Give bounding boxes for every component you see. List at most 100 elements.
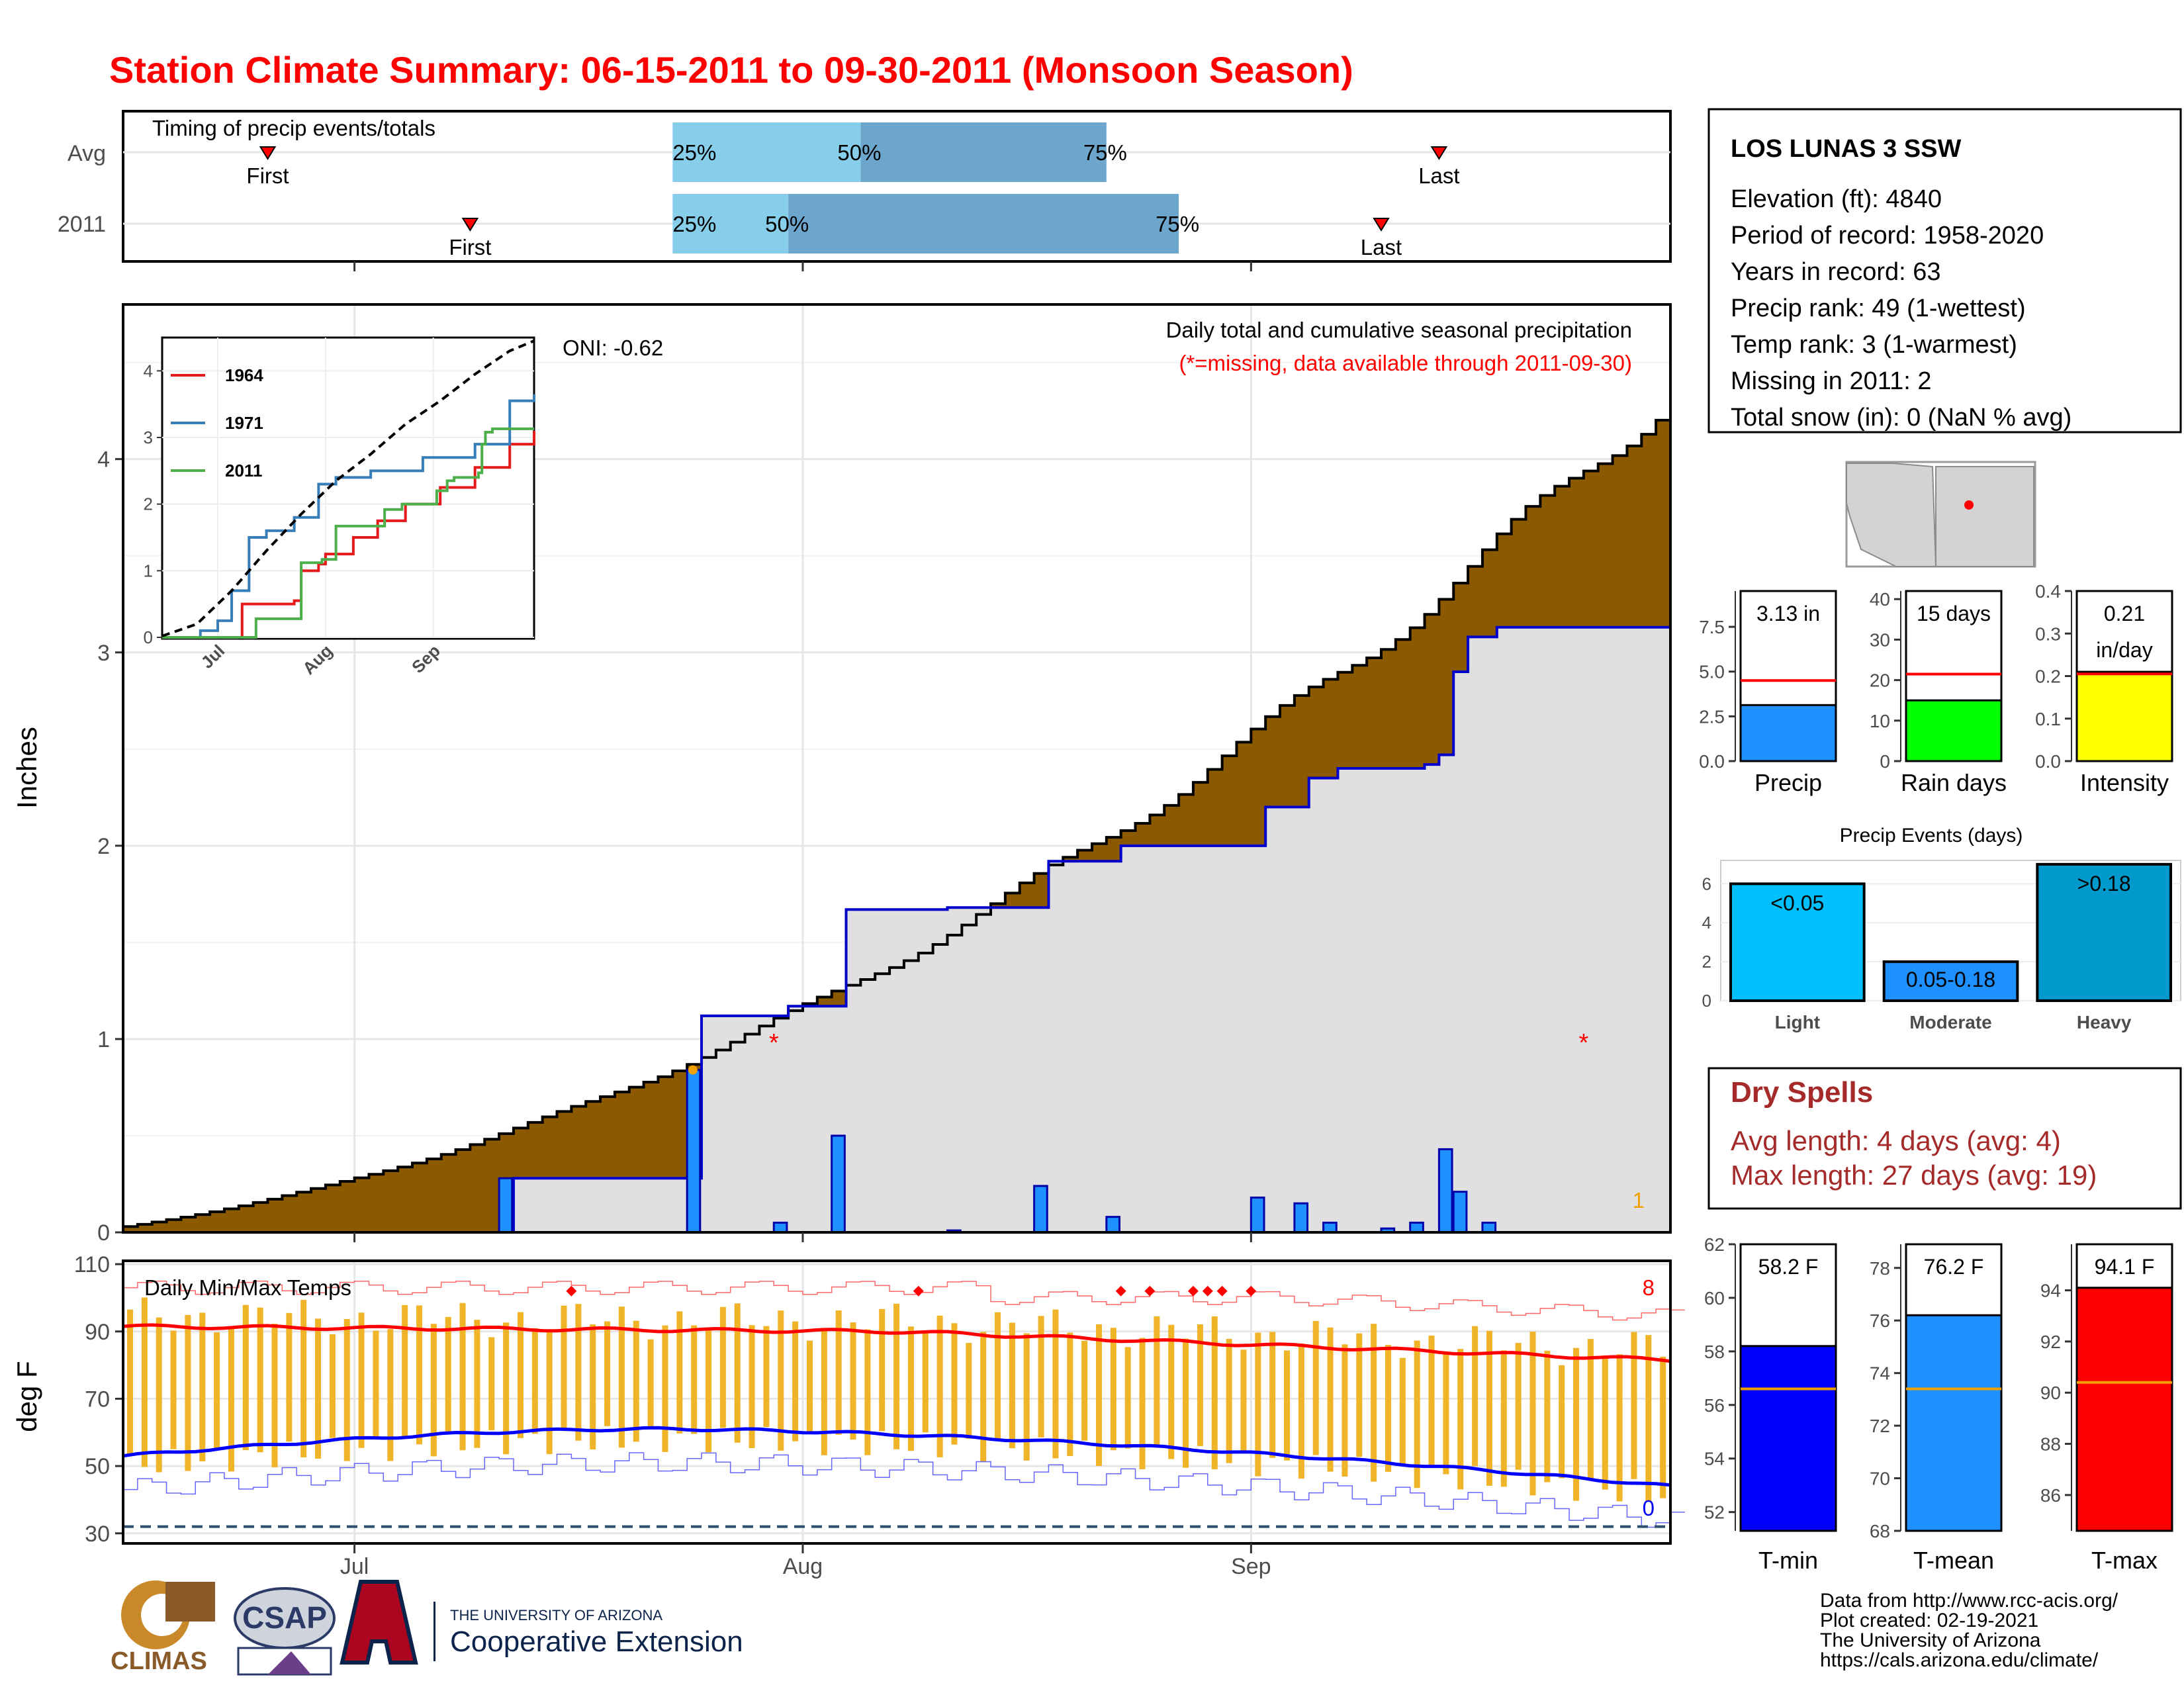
intensity-y-tick-label: 0.4 — [2035, 581, 2061, 602]
timing-panel: Timing of precip events/totals Avg 2011 … — [58, 110, 1672, 263]
events-value-label: <0.05 — [1770, 891, 1824, 915]
x-tick-label: Aug — [783, 1554, 823, 1579]
precip-frame — [122, 303, 1672, 1234]
daily-temp-bar — [1009, 1322, 1015, 1449]
daily-temp-bar — [647, 1339, 654, 1428]
daily-temp-bar — [1197, 1324, 1203, 1446]
daily-temp-bar — [835, 1310, 842, 1435]
daily-temp-bar — [995, 1312, 1001, 1440]
events-y-tick-label: 6 — [1702, 874, 1711, 893]
daily-temp-bar — [633, 1320, 639, 1442]
daily-temp-bar — [763, 1326, 770, 1428]
record-high-marker — [1115, 1285, 1126, 1297]
daily-temp-bar — [1327, 1327, 1334, 1472]
timing-label-25: 25% — [672, 212, 716, 236]
station-line: Temp rank: 3 (1-warmest) — [1731, 331, 2017, 359]
daily-precip-bar — [1481, 1221, 1497, 1234]
daily-temp-bar — [1414, 1340, 1420, 1488]
t-mean-category-label: T-mean — [1913, 1547, 1994, 1574]
t-max-y-tick-label: 90 — [2040, 1383, 2061, 1403]
daily-temp-bar — [1312, 1320, 1319, 1455]
timing-bar-50-75 — [860, 122, 1107, 182]
daily-temp-bar — [503, 1322, 510, 1455]
precip-total-y-tick-label: 5.0 — [1699, 662, 1725, 682]
t-min-value-label: 58.2 F — [1758, 1255, 1819, 1279]
timing-title: Timing of precip events/totals — [152, 116, 435, 140]
daily-temp-bar — [922, 1331, 929, 1433]
daily-temp-bar — [618, 1306, 625, 1448]
daily-temp-bar — [1081, 1340, 1088, 1441]
t-min-y-tick-label: 60 — [1704, 1288, 1725, 1308]
precip-total-y-tick-label: 7.5 — [1699, 617, 1725, 637]
daily-temp-bar — [893, 1303, 900, 1449]
station-line: Precip rank: 49 (1-wettest) — [1731, 295, 2026, 322]
daily-temp-bar — [1529, 1332, 1536, 1496]
daily-precip-bar — [1452, 1191, 1468, 1234]
daily-temp-bar — [676, 1311, 683, 1434]
daily-temp-bar — [329, 1334, 336, 1438]
timing-row-label-avg: Avg — [68, 141, 106, 166]
season-2011-cumulative-area — [123, 627, 1670, 1232]
daily-temp-bar — [546, 1329, 553, 1455]
record-high-marker — [1187, 1285, 1199, 1297]
csap-logo: CSAP — [234, 1587, 336, 1676]
daily-temp-bar — [1428, 1336, 1435, 1468]
daily-temp-bar — [242, 1304, 249, 1451]
events-category-label: Moderate — [1909, 1012, 1991, 1032]
inset-legend-label: 2011 — [225, 461, 262, 480]
daily-temp-bar — [430, 1324, 437, 1457]
daily-temp-bar — [1139, 1338, 1146, 1469]
events-y-tick-label: 4 — [1702, 913, 1711, 933]
station-line: Missing in 2011: 2 — [1731, 367, 1931, 395]
daily-temp-bar — [199, 1312, 206, 1461]
daily-temp-bar — [358, 1312, 365, 1448]
station-location-marker — [1964, 500, 1974, 510]
station-line: Years in record: 63 — [1731, 258, 1941, 286]
daily-temp-bar — [1472, 1326, 1479, 1467]
ua-logo-divider — [433, 1602, 435, 1661]
t-min-category-label: T-min — [1758, 1547, 1818, 1574]
daily-temp-bar — [749, 1325, 755, 1448]
t-min-bar — [1739, 1345, 1837, 1532]
precip-total-y-tick-label: 2.5 — [1699, 706, 1725, 727]
daily-temp-bar — [966, 1343, 972, 1439]
tmax-records-count: 8 — [1643, 1275, 1655, 1300]
t-max-value-label: 94.1 F — [2095, 1255, 2155, 1279]
inset-x-tick-label: Jul — [197, 641, 228, 672]
oni-value: ONI: -0.62 — [563, 336, 663, 360]
daily-temp-bar — [141, 1297, 148, 1467]
daily-temp-bar — [864, 1329, 871, 1455]
timing-label-75: 75% — [1083, 140, 1127, 165]
x-tick-label: Jul — [340, 1554, 369, 1579]
record-low-line — [123, 1452, 1685, 1528]
temp-y-tick-label: 50 — [85, 1454, 110, 1479]
station-line: Elevation (ft): 4840 — [1731, 185, 1942, 213]
locator-map — [1845, 461, 2036, 568]
footer-line: The University of Arizona — [1820, 1629, 2041, 1651]
daily-temp-bar — [214, 1332, 220, 1449]
daily-temp-bar — [286, 1312, 293, 1442]
intensity-value-label: 0.21 — [2104, 602, 2145, 625]
dry-spells-title: Dry Spells — [1731, 1076, 1873, 1109]
events-bar — [1729, 882, 1866, 1003]
footer-credits: Data from http://www.rcc-acis.org/ Plot … — [1820, 1590, 2118, 1671]
daily-temp-bar — [734, 1303, 741, 1443]
rain-days-y-tick-label: 0 — [1880, 751, 1890, 772]
events-bar — [2036, 862, 2172, 1003]
daily-temp-bar — [1399, 1357, 1406, 1464]
daily-temp-bar — [257, 1307, 263, 1453]
temp-frame — [122, 1259, 1672, 1545]
daily-temp-bar — [1486, 1330, 1492, 1486]
daily-precip-bar — [1033, 1185, 1048, 1234]
daily-temp-bar — [228, 1328, 234, 1472]
daily-temp-bar — [1602, 1355, 1608, 1490]
daily-temp-bar — [1559, 1365, 1565, 1479]
daily-temp-bar — [719, 1306, 726, 1428]
ua-cooperative-extension-logo: THE UNIVERSITY OF ARIZONA Cooperative Ex… — [340, 1580, 743, 1665]
t-mean-y-tick-label: 70 — [1870, 1469, 1890, 1489]
daily-temp-bar — [1298, 1343, 1304, 1479]
precip-total-y-tick-label: 0.0 — [1699, 751, 1725, 772]
daily-temp-bar — [1124, 1347, 1131, 1449]
temp-y-tick-label: 70 — [85, 1387, 110, 1412]
